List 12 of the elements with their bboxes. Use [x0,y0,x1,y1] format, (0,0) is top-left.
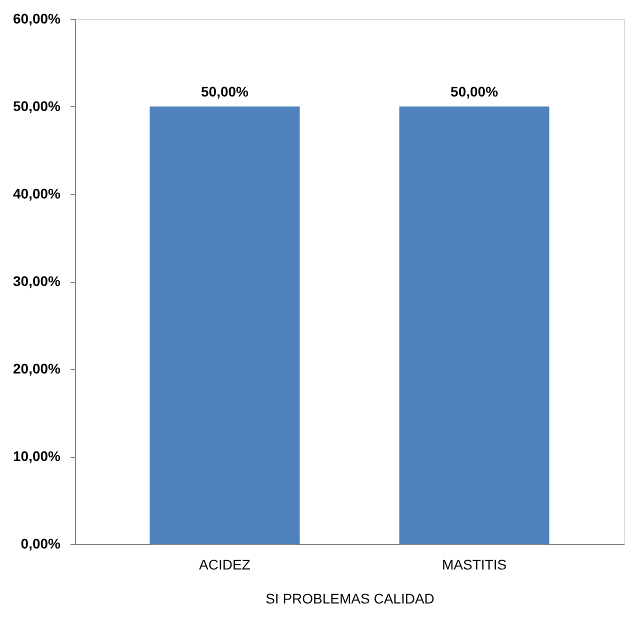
x-axis-title: SI PROBLEMAS CALIDAD [266,590,434,606]
y-tick-label: 0,00% [20,536,62,552]
y-tick-label: 30,00% [13,273,62,289]
data-label: 50,00% [450,84,499,100]
x-tick-label: ACIDEZ [199,556,251,572]
x-tick-label: MASTITIS [442,556,507,572]
y-tick-label: 50,00% [13,98,62,114]
y-tick-label: 20,00% [13,360,62,376]
data-label: 50,00% [200,84,250,100]
y-tick-label: 10,00% [13,448,62,464]
y-tick-label: 60,00% [13,10,62,26]
y-tick-label: 40,00% [13,186,62,202]
